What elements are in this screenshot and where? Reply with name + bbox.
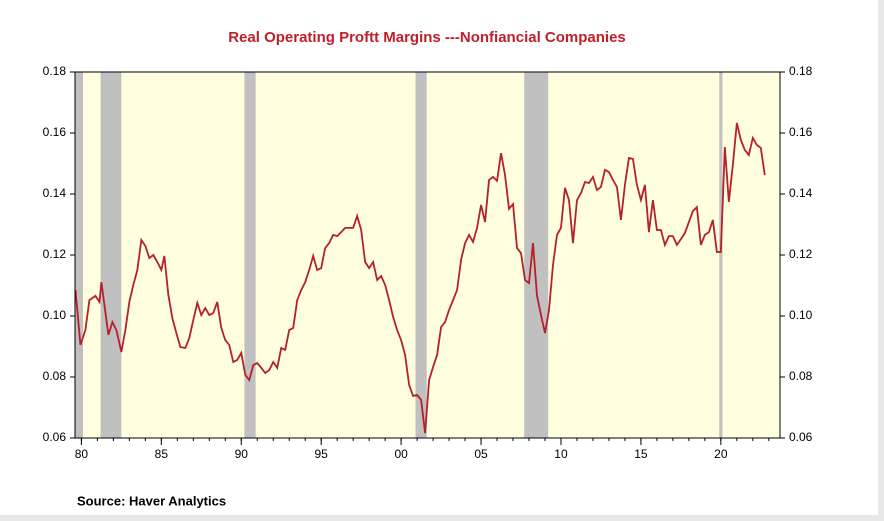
chart-title: Real Operating Proftt Margins ---Nonfian…: [228, 29, 626, 46]
y-tick-label: 0.12: [43, 247, 67, 261]
y-tick-label: 0.16: [43, 125, 67, 139]
y-tick-label: 0.08: [43, 369, 67, 383]
recession-band: [100, 72, 122, 438]
plot-frame: [74, 71, 781, 439]
recession-band: [244, 72, 256, 438]
x-tick-label: 90: [235, 447, 249, 461]
x-tick-label: 95: [315, 447, 329, 461]
y-tick-label: 0.18: [43, 64, 67, 78]
y-tick-label: 0.14: [43, 186, 67, 200]
y2-tick-label: 0.18: [789, 64, 813, 78]
plot-background: [75, 72, 780, 438]
y-tick-label: 0.10: [43, 308, 67, 322]
y2-tick-label: 0.06: [789, 430, 813, 444]
x-tick-label: 20: [714, 447, 728, 461]
y2-tick-label: 0.08: [789, 369, 813, 383]
series-line: [74, 122, 766, 434]
x-tick-label: 10: [554, 447, 568, 461]
recession-band: [75, 72, 83, 438]
window-edge: [0, 515, 884, 521]
window-edge: [878, 0, 884, 521]
y2-tick-label: 0.16: [789, 125, 813, 139]
y-tick-label: 0.06: [43, 430, 67, 444]
y2-tick-label: 0.10: [789, 308, 813, 322]
y2-tick-label: 0.14: [789, 186, 813, 200]
recession-band: [415, 72, 427, 438]
recession-band: [719, 72, 723, 438]
x-tick-label: 00: [394, 447, 408, 461]
x-tick-label: 80: [75, 447, 89, 461]
x-tick-label: 05: [474, 447, 488, 461]
x-tick-label: 15: [634, 447, 648, 461]
recession-band: [524, 72, 549, 438]
x-tick-label: 85: [155, 447, 169, 461]
y2-tick-label: 0.12: [789, 247, 813, 261]
source-note: Source: Haver Analytics: [77, 493, 226, 508]
